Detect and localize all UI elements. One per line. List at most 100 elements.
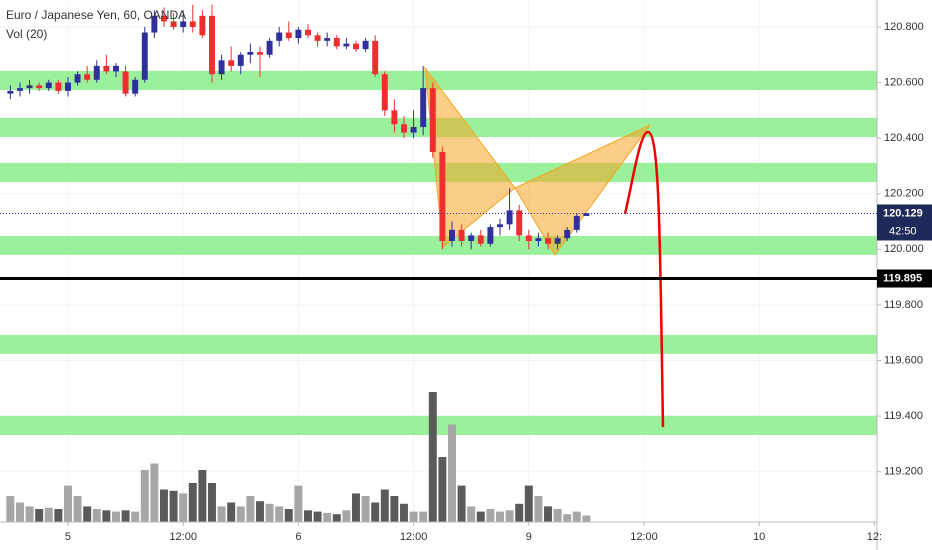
volume-bar bbox=[169, 490, 178, 522]
candle-body bbox=[314, 35, 321, 41]
candle-body bbox=[151, 15, 158, 33]
x-tick-label: 12:00 bbox=[169, 531, 197, 543]
candle-body bbox=[554, 238, 561, 244]
candle-body bbox=[497, 224, 503, 228]
candle-body bbox=[535, 238, 542, 241]
volume-bar bbox=[121, 510, 130, 522]
pattern-bcd bbox=[514, 124, 651, 256]
candle-body bbox=[439, 152, 446, 241]
last-price-box bbox=[877, 204, 932, 241]
volume-bar bbox=[63, 485, 72, 522]
candle-body bbox=[141, 32, 148, 80]
candle-body bbox=[305, 29, 311, 36]
candle-body bbox=[583, 213, 590, 216]
candle-body bbox=[381, 74, 388, 111]
volume-bar bbox=[83, 506, 92, 522]
volume-bar bbox=[582, 515, 591, 522]
candle-body bbox=[285, 32, 292, 39]
candle-body bbox=[93, 65, 100, 80]
volume bbox=[6, 392, 591, 522]
volume-bar bbox=[150, 463, 159, 522]
candle-body bbox=[55, 82, 62, 91]
volume-bar bbox=[323, 512, 332, 522]
candle-body bbox=[257, 51, 263, 55]
candle-body bbox=[420, 88, 427, 128]
candle-body bbox=[74, 74, 81, 83]
candles bbox=[7, 4, 590, 250]
volume-bar bbox=[342, 510, 351, 522]
volume-bar bbox=[486, 509, 495, 522]
volume-bar bbox=[496, 511, 504, 522]
candle-body bbox=[564, 229, 571, 239]
volume-bar bbox=[15, 502, 24, 522]
y-tick-label: 120.200 bbox=[884, 188, 924, 200]
volume-bar bbox=[275, 506, 284, 522]
volume-bar bbox=[563, 514, 572, 522]
volume-bar bbox=[265, 503, 274, 522]
volume-bar bbox=[476, 511, 485, 522]
volume-bar bbox=[524, 485, 533, 522]
volume-bar bbox=[505, 510, 514, 522]
candle-body bbox=[160, 15, 167, 22]
volume-bar bbox=[54, 509, 63, 522]
candle-body bbox=[372, 40, 379, 75]
x-tick-label: 12:00 bbox=[630, 531, 658, 543]
candle-body bbox=[228, 60, 235, 66]
volume-bar bbox=[572, 511, 581, 522]
x-tick-label: 9 bbox=[526, 531, 532, 543]
volume-bar bbox=[131, 511, 140, 522]
candle-body bbox=[132, 79, 139, 94]
candle-body bbox=[391, 110, 398, 125]
volume-bar bbox=[361, 496, 370, 522]
candle-body bbox=[36, 85, 43, 89]
volume-bar bbox=[217, 506, 226, 522]
candle-body bbox=[343, 43, 350, 47]
candle-body bbox=[112, 65, 119, 72]
volume-bar bbox=[92, 509, 101, 522]
candle-body bbox=[237, 54, 244, 66]
volume-bar bbox=[428, 392, 437, 522]
candle-body bbox=[218, 60, 225, 75]
candle-body bbox=[410, 127, 417, 133]
volume-bar bbox=[44, 507, 53, 522]
volume-bar bbox=[102, 510, 111, 522]
candle-body bbox=[170, 21, 177, 27]
volume-bar bbox=[227, 502, 236, 522]
candle-body bbox=[189, 21, 196, 27]
volume-bar bbox=[208, 483, 216, 522]
candle-body bbox=[26, 85, 33, 89]
countdown: 42:50 bbox=[889, 225, 917, 237]
volume-bar bbox=[284, 509, 293, 522]
candle-body bbox=[516, 210, 523, 236]
candle-body bbox=[103, 65, 110, 72]
volume-bar bbox=[179, 493, 188, 522]
candle-body bbox=[525, 235, 532, 241]
candle-body bbox=[324, 38, 331, 41]
y-tick-label: 120.400 bbox=[884, 132, 924, 144]
x-tick-label: 10 bbox=[753, 531, 765, 543]
volume-bar bbox=[534, 496, 543, 522]
candle-body bbox=[487, 227, 494, 244]
y-tick-label: 119.400 bbox=[884, 410, 923, 422]
volume-bar bbox=[332, 514, 341, 522]
projection-curve bbox=[623, 130, 665, 428]
volume-bar bbox=[256, 501, 264, 522]
support-zone bbox=[0, 70, 877, 91]
last-price-label: 120.129 bbox=[883, 207, 923, 219]
candle-body bbox=[247, 51, 254, 55]
candle-body bbox=[362, 40, 369, 50]
volume-bar bbox=[409, 511, 418, 522]
volume-bar bbox=[188, 483, 197, 522]
volume-bar bbox=[467, 506, 476, 522]
volume-bar bbox=[380, 489, 389, 522]
candle-body bbox=[266, 40, 273, 55]
volume-bar bbox=[236, 506, 245, 522]
candle-body bbox=[209, 15, 215, 75]
level-label: 119.895 bbox=[883, 272, 922, 284]
volume-bar bbox=[111, 511, 120, 522]
x-tick-label: 5 bbox=[65, 531, 71, 543]
y-tick-label: 119.600 bbox=[884, 354, 923, 366]
volume-bar bbox=[419, 511, 428, 522]
